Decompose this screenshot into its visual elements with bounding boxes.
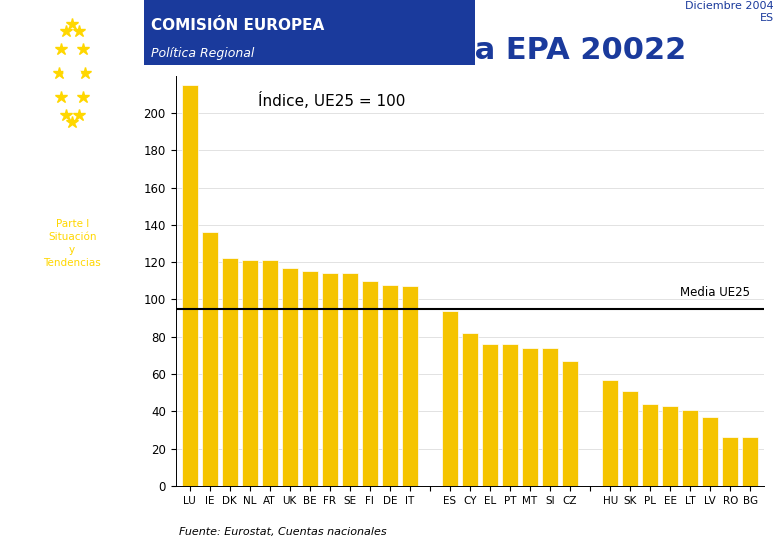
Text: Índice, UE25 = 100: Índice, UE25 = 100 <box>258 92 406 109</box>
Bar <box>261 260 278 486</box>
Bar <box>282 268 298 486</box>
Text: COMISIÓN EUROPEA: COMISIÓN EUROPEA <box>151 18 324 33</box>
Bar <box>722 437 739 486</box>
Bar <box>242 260 257 486</box>
Bar <box>482 344 498 486</box>
Bar <box>321 273 338 486</box>
Title: PIB per cápita EPA 20022: PIB per cápita EPA 20022 <box>254 35 686 65</box>
Bar <box>342 273 358 486</box>
Bar <box>462 333 478 486</box>
Bar <box>382 285 398 486</box>
Text: Política Regional: Política Regional <box>151 46 254 59</box>
Bar <box>542 348 558 486</box>
Bar <box>201 232 218 486</box>
Bar <box>144 0 475 65</box>
Bar <box>402 286 418 486</box>
Bar <box>743 437 758 486</box>
Bar <box>302 272 317 486</box>
Text: ES: ES <box>62 65 83 80</box>
Text: Tercer informe
sobre la
cohesión
económica y
social: Tercer informe sobre la cohesión económi… <box>29 143 115 207</box>
Bar <box>622 391 638 486</box>
Text: Media UE25: Media UE25 <box>680 286 750 300</box>
Bar <box>222 259 238 486</box>
Bar <box>442 310 458 486</box>
Bar <box>522 348 538 486</box>
Bar <box>642 404 658 486</box>
Text: Diciembre 2004
ES: Diciembre 2004 ES <box>685 1 774 23</box>
Bar <box>502 344 518 486</box>
Bar <box>602 380 619 486</box>
Bar <box>182 85 197 486</box>
Text: Parte I
Situación
y
Tendencias: Parte I Situación y Tendencias <box>43 219 101 268</box>
Text: 15: 15 <box>64 505 80 518</box>
Bar <box>662 406 679 486</box>
Bar <box>682 409 698 486</box>
Text: Fuente: Eurostat, Cuentas nacionales: Fuente: Eurostat, Cuentas nacionales <box>179 527 387 537</box>
Bar <box>362 281 378 486</box>
Bar <box>562 361 578 486</box>
Bar <box>702 417 718 486</box>
